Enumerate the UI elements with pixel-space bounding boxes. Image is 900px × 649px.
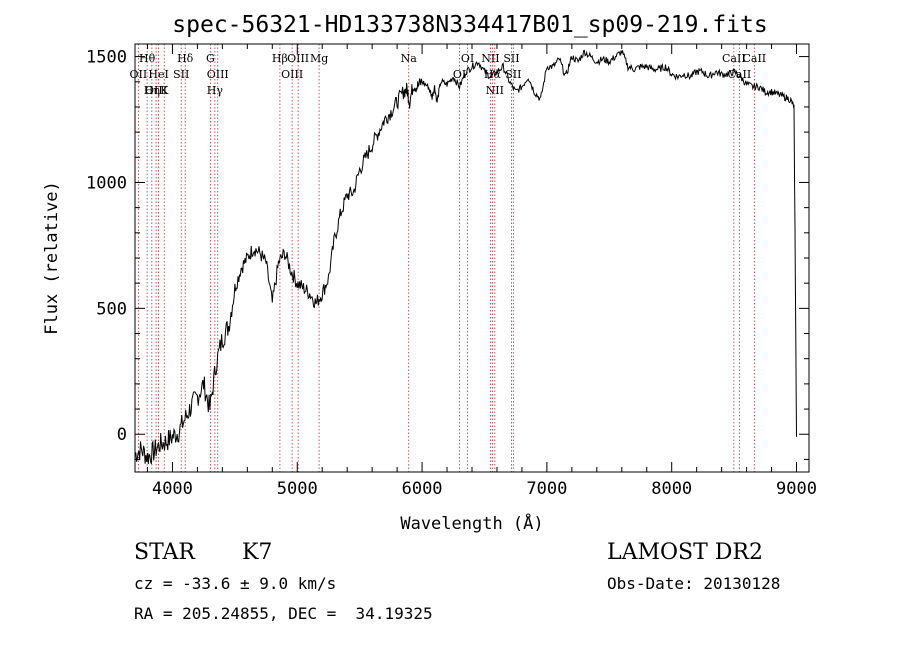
line-marker-label: Hη	[144, 84, 160, 97]
line-marker-label: CaII	[722, 52, 746, 65]
y-tick-label: 0	[117, 425, 127, 445]
line-marker-label: Hθ	[139, 52, 156, 65]
y-tick-label: 500	[96, 299, 127, 319]
coordinates: RA = 205.24855, DEC = 34.19325	[134, 604, 433, 623]
line-marker-label: NII	[481, 52, 499, 65]
line-marker-label: Hδ	[177, 52, 194, 65]
x-tick-label: 6000	[402, 479, 443, 499]
redshift-velocity: cz = -33.6 ± 9.0 km/s	[134, 574, 337, 593]
line-marker-label: SII	[173, 68, 189, 81]
x-tick-label: 9000	[776, 479, 817, 499]
x-tick-label: 4000	[152, 479, 193, 499]
x-tick-label: 8000	[651, 479, 692, 499]
x-axis-label: Wavelength (Å)	[400, 512, 543, 534]
x-tick-label: 5000	[277, 479, 318, 499]
plot-frame	[134, 43, 810, 473]
line-marker-label: CaII	[742, 52, 766, 65]
line-marker-label: OIII	[145, 84, 167, 97]
line-marker-label: SII	[505, 68, 521, 81]
line-marker-label: OIII	[281, 68, 303, 81]
chart-title: spec-56321-HD133738N334417B01_sp09-219.f…	[172, 12, 767, 38]
y-axis: 0 500 1000 1500	[86, 48, 809, 460]
y-tick-label: 1500	[86, 48, 127, 68]
line-marker-label: OII	[130, 68, 148, 81]
y-axis-label: Flux (relative)	[42, 181, 62, 335]
line-marker-label: Hβ	[272, 52, 288, 65]
line-marker-label: G	[206, 52, 215, 65]
survey-name: LAMOST DR2	[607, 540, 763, 565]
line-marker-label: NII	[486, 84, 504, 97]
line-marker-label: OIII	[287, 52, 309, 65]
line-marker-label: OI	[461, 52, 474, 65]
line-marker-label: HeI	[148, 68, 168, 81]
x-tick-label: 7000	[526, 479, 567, 499]
object-class: STAR	[134, 540, 195, 565]
y-tick-label: 1000	[86, 173, 127, 193]
line-marker-label: SII	[503, 52, 519, 65]
line-marker-label: Hγ	[207, 84, 224, 97]
line-marker-label: OIII	[207, 68, 229, 81]
line-marker-label: Mg	[310, 52, 328, 65]
line-marker-label: Na	[401, 52, 418, 65]
x-axis: 4000 5000 6000 7000 8000 9000	[146, 44, 817, 499]
observation-date: Obs-Date: 20130128	[607, 574, 781, 593]
spectrum-line	[134, 49, 797, 465]
line-marker-label: K	[160, 84, 169, 97]
subclass: K7	[242, 540, 273, 565]
